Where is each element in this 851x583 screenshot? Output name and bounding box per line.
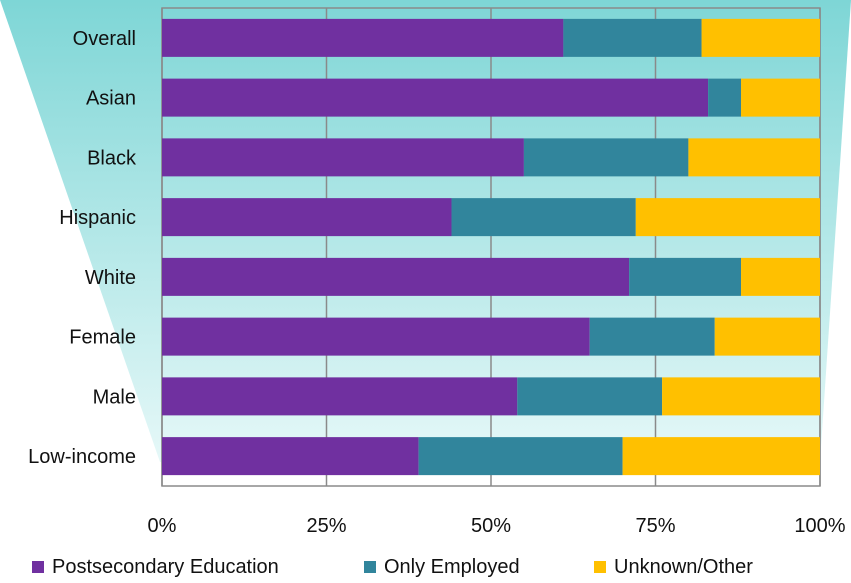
bar-low-income-series-1 [162,437,419,476]
bars [162,18,820,476]
bar-white-series-3 [741,257,820,296]
legend-swatch [594,561,606,573]
bar-black-series-3 [688,138,820,177]
category-label: Male [93,386,136,408]
x-tick-label: 0% [148,515,177,537]
bar-overall-series-2 [563,18,702,57]
category-label: Asian [86,88,136,110]
bar-female-series-3 [714,317,820,356]
category-label: White [85,267,136,289]
x-tick-label: 100% [794,515,845,537]
bar-low-income-series-3 [622,437,820,476]
bar-low-income-series-2 [418,437,623,476]
x-tick-label: 75% [635,515,675,537]
bar-white-series-2 [629,257,742,296]
bar-black-series-2 [523,138,689,177]
category-label: Low-income [28,446,136,468]
bar-hispanic-series-2 [451,198,636,237]
category-label: Female [69,327,136,349]
legend-label: Postsecondary Education [52,556,279,578]
bar-asian-series-1 [162,78,709,117]
category-label: Hispanic [59,207,136,229]
bar-overall-series-1 [162,18,564,57]
bar-female-series-2 [589,317,715,356]
bar-male-series-3 [662,377,820,416]
x-tick-labels: 0% 25% 50% 75% 100% [148,515,846,537]
x-tick-label: 25% [306,515,346,537]
bar-asian-series-3 [741,78,820,117]
bar-male-series-2 [517,377,663,416]
bar-male-series-1 [162,377,518,416]
bar-female-series-1 [162,317,590,356]
category-label: Black [87,147,137,169]
category-labels: Overall Asian Black Hispanic White Female Male… [28,28,137,468]
category-label: Overall [73,28,136,50]
bar-overall-series-3 [701,18,820,57]
bar-hispanic-series-1 [162,198,452,237]
legend-swatch [364,561,376,573]
legend: Postsecondary Education Only Employed Unkn… [32,556,753,578]
legend-label: Only Employed [384,556,520,578]
bar-black-series-1 [162,138,524,177]
legend-label: Unknown/Other [614,556,753,578]
x-tick-label: 50% [471,515,511,537]
legend-swatch [32,561,44,573]
bar-white-series-1 [162,257,630,296]
bar-asian-series-2 [708,78,742,117]
bar-hispanic-series-3 [635,198,820,237]
